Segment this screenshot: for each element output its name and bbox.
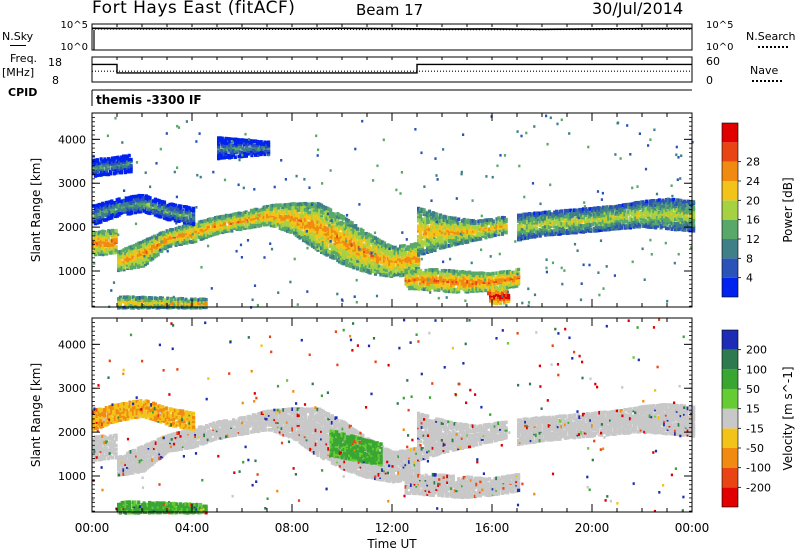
velocity-colorbar-tick-label: -15 — [746, 422, 764, 435]
velocity-colorbar-frame — [721, 329, 739, 508]
velocity-colorbar-swatch — [722, 349, 738, 370]
power-colorbar-swatch — [722, 142, 738, 162]
power-colorbar-swatch — [722, 200, 738, 220]
power-colorbar-swatch — [722, 181, 738, 201]
noise-ytick-right-top: 10^5 — [706, 20, 733, 31]
freq-unit-label: [MHz] — [2, 66, 35, 79]
velocity-colorbar-tick-label: 15 — [746, 403, 760, 416]
freq-ytick-left-bottom: 8 — [52, 74, 59, 87]
velocity-colorbar-swatch — [722, 487, 738, 507]
noise-ytick-left-top: 10^5 — [61, 20, 88, 31]
cpid-label: CPID — [8, 86, 38, 99]
xtick-label: 20:00 — [575, 521, 610, 535]
power-colorbar-swatch — [722, 277, 738, 297]
nsky-series-line — [91, 27, 693, 31]
ytick-label: 4000 — [58, 133, 86, 146]
xtick-label: 12:00 — [375, 521, 410, 535]
nave-label: Nave — [750, 64, 779, 77]
velocity-colorbar-swatch — [722, 330, 738, 350]
power-colorbar-tick-label: 12 — [746, 233, 760, 246]
velocity-colorbar-tick-label: -100 — [746, 462, 771, 475]
frequency-series-line — [92, 63, 692, 74]
power-colorbar-tick-label: 16 — [746, 214, 760, 227]
xtick-label: 08:00 — [275, 521, 310, 535]
noise-ytick-left-bottom: 10^0 — [61, 42, 88, 53]
noise-ytick-right-bottom: 10^0 — [706, 42, 733, 53]
xtick-label: 00:00 — [75, 521, 110, 535]
power-colorbar-tick-label: 24 — [746, 175, 760, 188]
velocity-colorbar-swatch — [722, 408, 738, 429]
time-ut-label: Time UT — [366, 537, 417, 551]
ytick-label: 1000 — [58, 265, 86, 278]
colorbars: 4 8 12 16 20 24 28 Power [dB] 200 100 50 15 -15 -50 -1… — [721, 122, 795, 508]
velocity-colorbar-tick-label: -50 — [746, 442, 764, 455]
power-colorbar-swatch — [722, 123, 738, 143]
power-colorbar-swatch — [722, 161, 738, 181]
power-colorbar-label: Power [dB] — [781, 177, 795, 242]
velocity-colorbar-tick-label: 200 — [746, 344, 767, 357]
power-colorbar-tick-label: 4 — [746, 272, 753, 285]
ytick-label: 3000 — [58, 382, 86, 395]
nsky-label: N.Sky — [2, 30, 34, 43]
vel-panel-ylabel: Slant Range [km] — [29, 363, 43, 467]
power-colorbar-swatch — [722, 239, 738, 259]
velocity-colorbar-tick-label: -200 — [746, 481, 771, 494]
velocity-colorbar-swatch — [722, 448, 738, 468]
velocity-colorbar-swatch — [722, 369, 738, 389]
power-colorbar-tick-label: 28 — [746, 156, 760, 169]
cpid-value: themis -3300 IF — [96, 93, 202, 107]
velocity-colorbar-label: Velocity [m s^-1] — [781, 366, 795, 470]
nave-legend-line — [752, 80, 782, 82]
station-title: Fort Hays East (fitACF) — [92, 0, 296, 18]
nsearch-label: N.Search — [746, 30, 796, 43]
ytick-label: 2000 — [58, 426, 86, 439]
freq-ytick-right-bottom: 0 — [706, 74, 713, 87]
ytick-label: 3000 — [58, 177, 86, 190]
power-colorbar-swatch — [722, 219, 738, 239]
power-colorbar-frame — [721, 122, 739, 298]
xtick-label: 16:00 — [475, 521, 510, 535]
freq-ytick-left-top: 18 — [48, 56, 62, 69]
xtick-label: 04:00 — [175, 521, 210, 535]
power-colorbar-tick-label: 8 — [746, 252, 753, 265]
date-label: 30/Jul/2014 — [592, 0, 684, 18]
nsky-legend-line — [10, 45, 26, 46]
nsearch-series-line — [91, 28, 693, 31]
freq-ytick-right-top: 60 — [706, 55, 720, 68]
xtick-label: 00:00 — [675, 521, 710, 535]
freq-label: Freq. — [10, 52, 38, 65]
vel-panel-cells — [92, 318, 696, 515]
power-panel: 1000 2000 3000 4000 Slant Range [km] — [29, 112, 696, 310]
ytick-label: 1000 — [58, 470, 86, 483]
velocity-colorbar-swatch — [722, 389, 738, 409]
power-colorbar-swatch — [722, 258, 738, 278]
velocity-colorbar-swatch — [722, 428, 738, 448]
ytick-label: 4000 — [58, 338, 86, 351]
ytick-label: 2000 — [58, 221, 86, 234]
power-panel-cells — [92, 114, 696, 310]
noise-panel: 10^5 10^0 10^5 10^0 — [61, 20, 734, 53]
velocity-colorbar-tick-label: 50 — [746, 383, 760, 396]
nsearch-legend-line — [758, 46, 788, 48]
power-panel-ylabel: Slant Range [km] — [29, 158, 43, 262]
frequency-panel-frame — [91, 56, 693, 83]
velocity-panel: 1000 2000 3000 4000 Slant Range [km] 00:00 04:… — [29, 317, 710, 551]
beam-label: Beam 17 — [356, 1, 424, 19]
frequency-panel: 18 8 60 0 — [48, 55, 720, 106]
power-colorbar-tick-label: 20 — [746, 194, 760, 207]
velocity-colorbar-swatch — [722, 467, 738, 488]
velocity-colorbar-tick-label: 100 — [746, 363, 767, 376]
